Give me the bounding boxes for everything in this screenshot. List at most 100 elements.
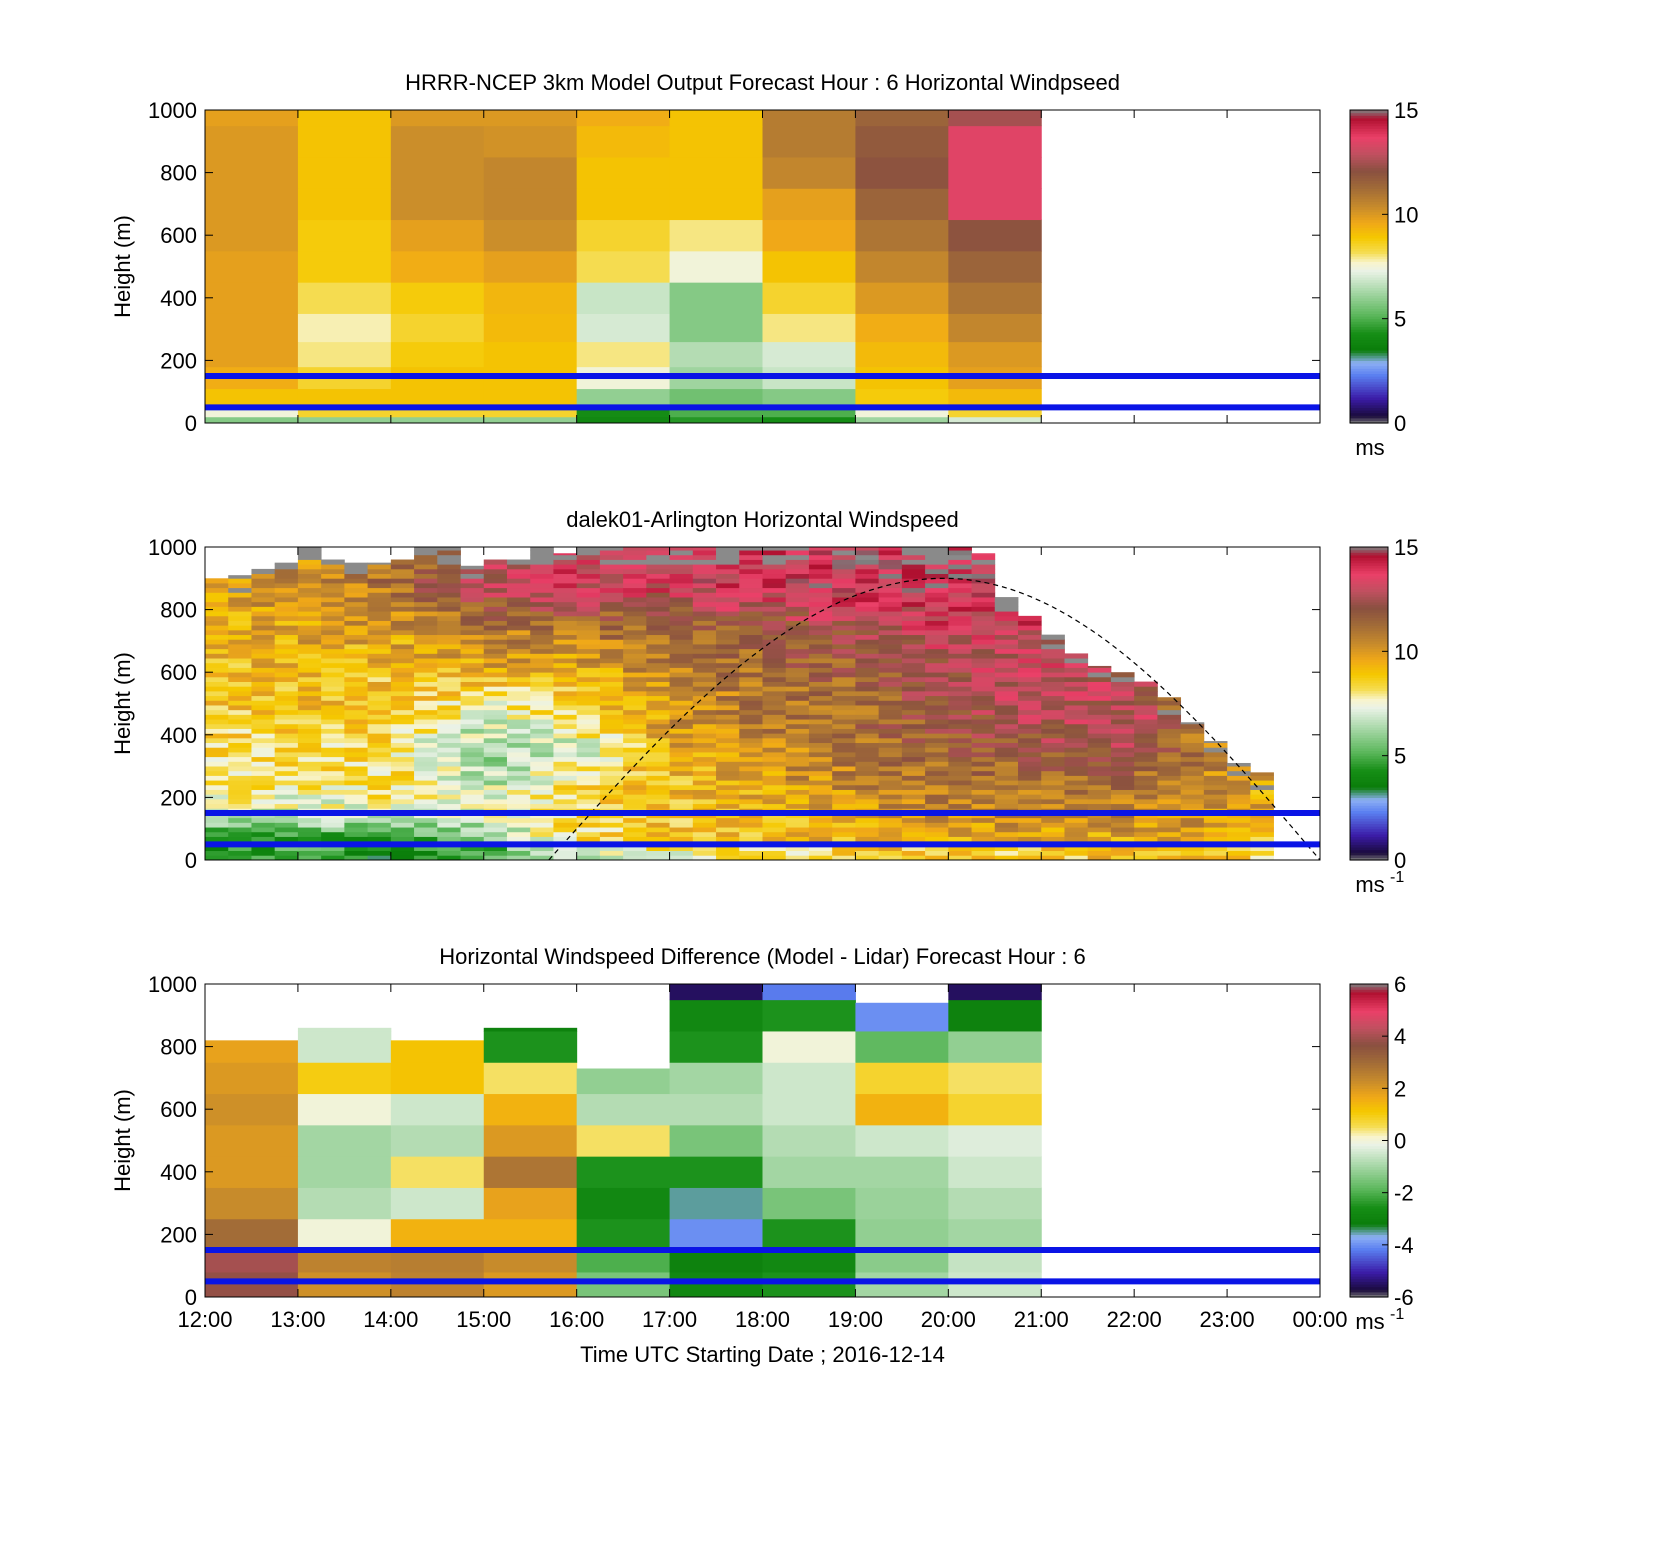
- lidar-cell: [599, 578, 624, 584]
- colorbar-segment: [1350, 1041, 1388, 1045]
- lidar-cell: [599, 587, 624, 593]
- lidar-cell: [948, 615, 972, 621]
- colorbar-segment: [1350, 352, 1388, 356]
- lidar-cell: [646, 752, 670, 758]
- lidar-cell: [344, 690, 369, 697]
- lidar-cell: [390, 662, 415, 668]
- lidar-cell: [1180, 770, 1205, 776]
- heatmap-cell: [390, 1062, 485, 1095]
- lidar-cell: [530, 723, 554, 729]
- lidar-cell: [460, 831, 485, 837]
- lidar-cell: [1227, 827, 1251, 833]
- lidar-cell: [1041, 742, 1065, 748]
- lidar-cell: [530, 766, 554, 772]
- lidar-cell: [855, 775, 880, 781]
- lidar-cell: [971, 553, 996, 556]
- lidar-cell: [925, 709, 949, 715]
- lidar-cell: [739, 752, 763, 758]
- lidar-cell: [716, 648, 740, 654]
- lidar-cell: [925, 672, 949, 678]
- lidar-cell: [692, 817, 717, 823]
- lidar-cell: [646, 709, 670, 715]
- lidar-cell: [971, 831, 996, 837]
- colorbar-segment: [1350, 567, 1388, 572]
- heatmap-cell: [669, 1271, 763, 1298]
- lidar-cell: [716, 695, 740, 701]
- lidar-cell: [251, 794, 276, 800]
- lidar-cell: [716, 822, 740, 828]
- colorbar-segment: [1350, 1103, 1388, 1108]
- lidar-cell: [739, 803, 763, 809]
- lidar-cell: [576, 784, 601, 790]
- lidar-cell: [483, 784, 508, 790]
- lidar-cell: [669, 784, 694, 790]
- lidar-cell: [808, 639, 833, 645]
- lidar-cell: [762, 784, 787, 790]
- lidar-cell: [205, 714, 229, 720]
- lidar-cell: [437, 667, 461, 673]
- lidar-cell: [808, 587, 833, 593]
- colorbar-segment: [1350, 1054, 1388, 1058]
- lidar-cell: [460, 742, 485, 748]
- lidar-cell: [1018, 672, 1042, 678]
- lidar-cell: [971, 686, 996, 692]
- lidar-cell: [1064, 752, 1089, 758]
- lidar-cell: [506, 700, 531, 706]
- lidar-cell: [251, 695, 276, 701]
- lidar-cell: [808, 709, 833, 715]
- lidar-cell: [925, 747, 949, 753]
- lidar-cell: [530, 695, 554, 701]
- lidar-cell: [669, 780, 694, 786]
- colorbar-segment: [1350, 282, 1388, 286]
- colorbar-segment: [1350, 852, 1388, 856]
- colorbar-segment: [1350, 373, 1388, 377]
- lidar-cell: [228, 723, 252, 729]
- y-tick-label: 200: [160, 1222, 197, 1247]
- lidar-cell: [344, 742, 369, 748]
- colorbar-segment: [1350, 578, 1388, 582]
- lidar-cell: [205, 653, 229, 659]
- lidar-cell: [1087, 695, 1112, 701]
- lidar-cell: [367, 728, 392, 734]
- lidar-cell: [344, 629, 369, 636]
- colorbar-segment: [1350, 261, 1388, 265]
- lidar-cell: [414, 547, 438, 551]
- lidar-cell: [576, 592, 601, 598]
- lidar-cell: [297, 686, 322, 692]
- lidar-cell: [925, 700, 949, 706]
- lidar-cell: [971, 564, 996, 570]
- lidar-cell: [460, 620, 485, 626]
- colorbar-segment: [1350, 768, 1388, 772]
- lidar-cell: [321, 625, 345, 631]
- lidar-cell: [646, 822, 670, 828]
- lidar-cell: [646, 742, 670, 748]
- lidar-cell: [483, 578, 508, 584]
- lidar-cell: [553, 742, 578, 748]
- lidar-cell: [925, 780, 949, 786]
- lidar-cell: [692, 803, 717, 809]
- lidar-cell: [344, 601, 369, 607]
- lidar-cell: [251, 568, 276, 575]
- colorbar-segment: [1350, 1200, 1388, 1204]
- lidar-cell: [390, 615, 415, 621]
- lidar-cell: [762, 728, 787, 734]
- colorbar-segment: [1350, 1098, 1388, 1102]
- lidar-cell: [692, 564, 717, 570]
- lidar-cell: [1087, 836, 1112, 842]
- colorbar-segment: [1350, 841, 1388, 845]
- colorbar-segment: [1350, 1161, 1388, 1165]
- heatmap-cell: [762, 1124, 856, 1157]
- lidar-cell: [808, 747, 833, 753]
- lidar-cell: [344, 737, 369, 744]
- lidar-cell: [692, 747, 717, 753]
- lidar-cell: [948, 620, 972, 626]
- lidar-cell: [901, 667, 926, 673]
- lidar-cell: [553, 568, 578, 575]
- lidar-cell: [855, 770, 880, 776]
- lidar-cell: [1227, 766, 1251, 772]
- colorbar-segment: [1350, 1046, 1388, 1050]
- lidar-cell: [506, 681, 531, 687]
- lidar-cell: [228, 845, 252, 852]
- lidar-cell: [599, 719, 624, 725]
- lidar-cell: [460, 653, 485, 659]
